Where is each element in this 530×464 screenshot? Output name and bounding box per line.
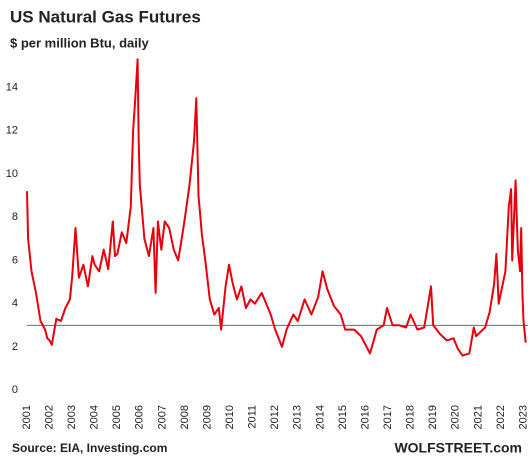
x-tick-label: 2007 xyxy=(156,405,168,429)
data-line xyxy=(26,58,527,357)
x-tick-label: 2014 xyxy=(314,405,326,429)
x-tick-label: 2015 xyxy=(337,405,349,429)
x-tick-label: 2009 xyxy=(201,405,213,429)
chart-subtitle: $ per million Btu, daily xyxy=(10,35,149,50)
y-tick-label: 4 xyxy=(12,298,18,310)
y-tick-label: 14 xyxy=(6,81,18,93)
x-tick-label: 2022 xyxy=(495,405,507,429)
y-tick-label: 0 xyxy=(12,384,18,396)
x-tick-label: 2016 xyxy=(359,405,371,429)
x-tick-label: 2011 xyxy=(247,405,259,429)
x-tick-label: 2018 xyxy=(405,405,417,429)
x-tick-label: 2002 xyxy=(43,405,55,429)
y-tick-label: 6 xyxy=(12,254,18,266)
x-tick-label: 2004 xyxy=(89,405,101,429)
x-tick-label: 2001 xyxy=(21,405,33,429)
y-tick-label: 2 xyxy=(12,341,18,353)
x-tick-label: 2019 xyxy=(427,405,439,429)
x-tick-label: 2006 xyxy=(134,405,146,429)
y-tick-label: 8 xyxy=(12,211,18,223)
x-tick-label: 2005 xyxy=(111,405,123,429)
source: Source: EIA, Investing.com xyxy=(12,441,167,455)
x-tick-label: 2021 xyxy=(472,405,484,429)
x-tick-label: 2023 xyxy=(517,405,529,429)
x-tick-label: 2013 xyxy=(292,405,304,429)
x-tick-label: 2008 xyxy=(179,405,191,429)
y-tick-label: 10 xyxy=(6,168,18,180)
y-tick-label: 12 xyxy=(6,125,18,137)
x-tick-label: 2003 xyxy=(66,405,78,429)
x-tick-label: 2020 xyxy=(450,405,462,429)
x-tick-label: 2012 xyxy=(269,405,281,429)
chart-title: US Natural Gas Futures xyxy=(10,7,201,26)
x-tick-label: 2010 xyxy=(224,405,236,429)
brand: WOLFSTREET.com xyxy=(394,440,522,456)
x-tick-label: 2017 xyxy=(382,405,394,429)
